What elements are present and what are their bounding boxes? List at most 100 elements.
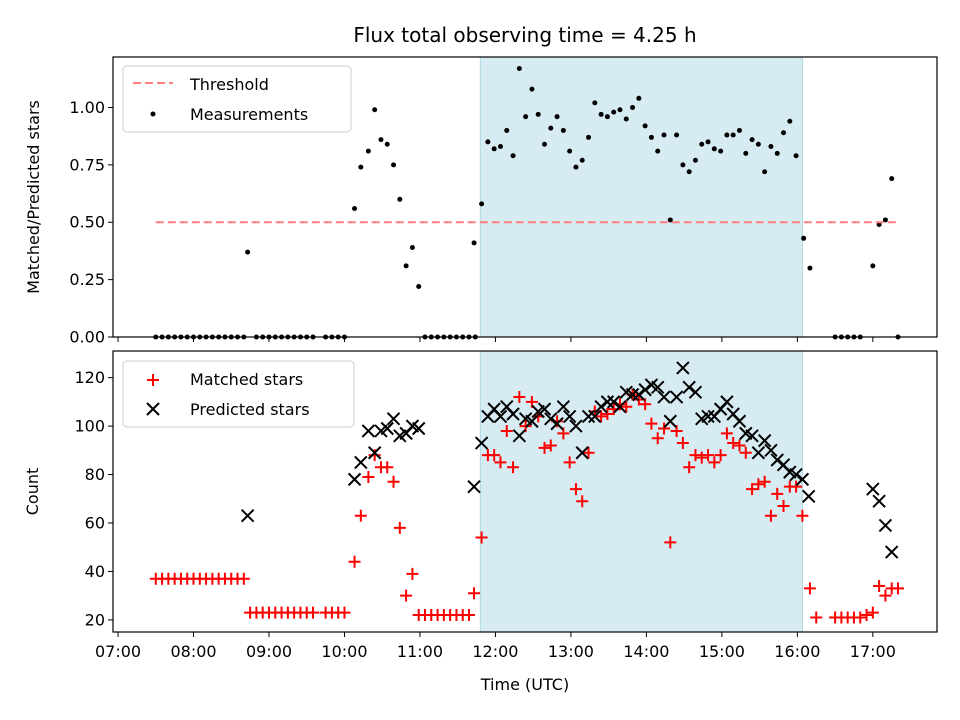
measurement-point-57 — [516, 65, 522, 71]
matched-star-points — [149, 388, 905, 624]
legend-matched-swatch — [147, 374, 159, 386]
top-y-ticks: 0.00 0.25 0.50 0.75 1.00 — [69, 98, 113, 347]
measurement-point-30 — [352, 205, 358, 211]
predicted-point-26 — [556, 400, 571, 414]
measurement-point-65 — [567, 148, 573, 154]
measurement-point-90 — [724, 132, 730, 138]
predicted-point-7 — [386, 412, 401, 426]
measurement-point-110 — [876, 222, 882, 228]
measurement-point-77 — [642, 123, 648, 129]
predicted-point-19 — [512, 429, 527, 443]
matched-point-85 — [695, 451, 708, 464]
measurement-point-69 — [592, 100, 598, 106]
measurement-point-50 — [471, 240, 477, 246]
measurement-point-32 — [365, 148, 371, 154]
matched-point-90 — [727, 437, 740, 450]
measurement-point-33 — [372, 107, 378, 113]
measurement-point-73 — [617, 107, 623, 113]
predicted-point-41 — [651, 380, 665, 395]
measurement-point-70 — [598, 111, 604, 117]
predicted-point-52 — [720, 395, 734, 409]
predicted-point-37 — [625, 387, 640, 402]
predicted-point-16 — [493, 409, 508, 424]
x-tick-label-1: 08:00 — [170, 642, 216, 661]
predicted-point-54 — [732, 414, 747, 428]
measurement-point-95 — [755, 141, 761, 147]
bottom-y-axis-label: Count — [23, 468, 42, 516]
matched-point-98 — [777, 500, 790, 513]
predicted-point-58 — [757, 433, 772, 448]
legend-threshold-label: Threshold — [189, 75, 269, 94]
matched-point-31 — [354, 509, 367, 522]
measurement-point-82 — [674, 132, 680, 138]
measurement-point-58 — [523, 114, 529, 120]
matched-point-84 — [689, 449, 702, 462]
predicted-point-32 — [594, 400, 608, 414]
predicted-point-21 — [525, 414, 539, 428]
matched-point-97 — [771, 487, 784, 500]
bottom-y-tick-label-5: 120 — [74, 368, 105, 387]
bottom-legend: Matched stars Predicted stars — [122, 360, 355, 428]
matched-point-70 — [601, 407, 614, 420]
x-tick-label-2: 09:00 — [246, 642, 292, 661]
measurement-point-112 — [889, 176, 895, 182]
predicted-point-39 — [638, 383, 652, 397]
measurement-point-81 — [667, 217, 673, 223]
predicted-point-0 — [240, 509, 255, 523]
matched-point-86 — [702, 449, 715, 462]
top-x-ticks — [117, 337, 874, 342]
measurement-point-80 — [661, 132, 667, 138]
x-tick-label-4: 11:00 — [397, 642, 443, 661]
x-tick-label-8: 15:00 — [699, 642, 745, 661]
bottom-y-tick-label-1: 40 — [85, 562, 105, 581]
bottom-y-tick-label-2: 60 — [85, 513, 105, 532]
legend-predicted-swatch — [146, 402, 160, 416]
matched-point-14 — [237, 572, 250, 585]
predicted-point-11 — [411, 421, 426, 436]
predicted-point-64 — [795, 472, 810, 487]
measurement-point-83 — [680, 162, 686, 168]
measurement-point-40 — [416, 284, 422, 290]
measurement-point-15 — [245, 249, 251, 255]
matched-point-65 — [569, 483, 582, 496]
matched-point-92 — [739, 446, 752, 459]
measurement-point-85 — [692, 157, 698, 163]
measurement-point-74 — [623, 116, 629, 122]
x-tick-label-3: 10:00 — [321, 642, 367, 661]
matched-point-112 — [879, 589, 892, 602]
top-y-tick-label-2: 0.50 — [69, 213, 105, 232]
matched-point-49 — [468, 587, 481, 600]
top-legend-box — [122, 65, 352, 133]
legend-matched-label: Matched stars — [190, 370, 303, 389]
matched-point-37 — [393, 521, 406, 534]
predicted-point-44 — [669, 390, 684, 404]
measurement-point-103 — [807, 265, 813, 271]
measurement-point-55 — [504, 127, 510, 133]
bottom-y-tick-label-4: 100 — [74, 417, 105, 436]
matched-point-53 — [494, 456, 507, 469]
predicted-point-2 — [354, 455, 368, 470]
matched-point-25 — [307, 606, 320, 619]
predicted-point-33 — [600, 395, 615, 409]
bottom-x-ticks: 07:00 08:00 09:00 10:00 11:00 12:00 13:00 14:00… — [95, 632, 896, 661]
measurement-point-52 — [485, 139, 491, 145]
bottom-y-tick-label-3: 80 — [85, 465, 105, 484]
predicted-point-34 — [606, 395, 621, 409]
measurement-point-53 — [491, 146, 497, 152]
top-highlight-span — [479, 56, 803, 338]
predicted-star-points — [240, 361, 899, 559]
x-tick-label-6: 13:00 — [548, 642, 594, 661]
matched-point-88 — [714, 449, 727, 462]
matched-point-78 — [651, 432, 664, 445]
predicted-point-47 — [688, 385, 703, 399]
predicted-point-68 — [878, 518, 893, 533]
matched-point-79 — [658, 422, 671, 435]
measurement-point-84 — [686, 169, 692, 175]
predicted-point-38 — [632, 387, 646, 402]
matched-point-100 — [790, 480, 803, 493]
matched-point-61 — [544, 439, 557, 452]
predicted-point-66 — [866, 482, 880, 496]
measurement-point-93 — [743, 150, 749, 156]
measurement-point-100 — [787, 118, 793, 124]
bottom-y-tick-label-0: 20 — [85, 610, 105, 629]
